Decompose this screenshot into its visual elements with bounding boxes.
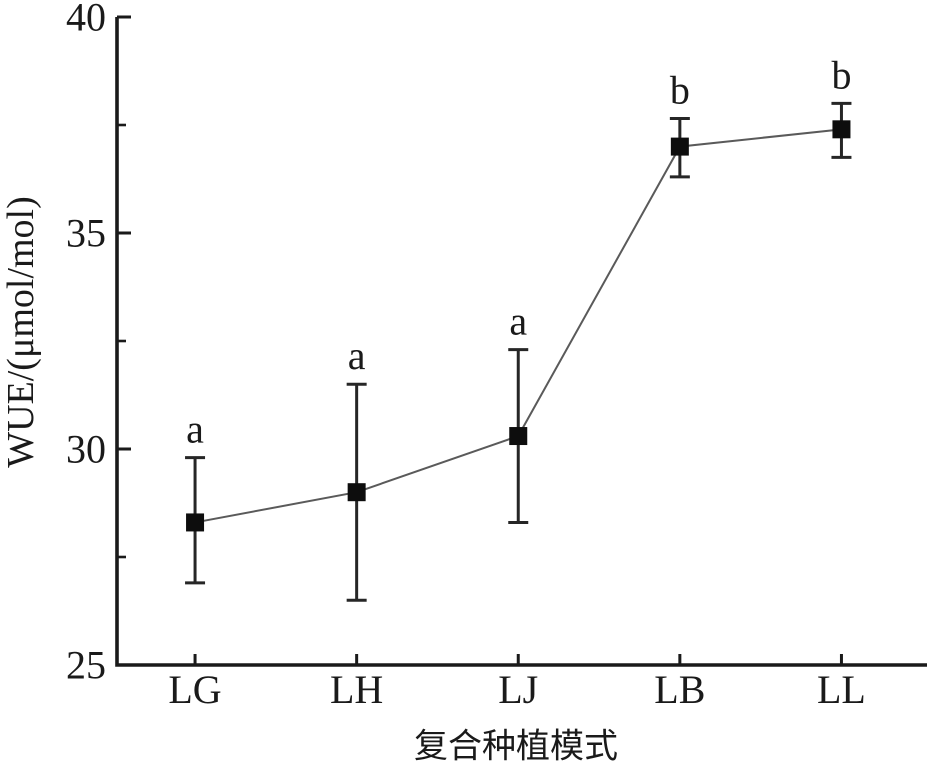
x-axis-title: 复合种植模式 <box>414 728 618 766</box>
significance-letter: a <box>509 299 527 344</box>
significance-letter: a <box>186 407 204 452</box>
data-point-marker <box>670 137 689 156</box>
data-point-marker <box>347 483 366 502</box>
x-category-label: LH <box>330 667 383 712</box>
data-point-marker <box>186 513 205 532</box>
significance-letter: b <box>831 52 851 97</box>
data-point-marker <box>509 427 528 446</box>
x-category-label: LB <box>654 667 705 712</box>
y-tick-label: 35 <box>66 211 106 256</box>
x-category-label: LG <box>168 667 221 712</box>
x-category-label: LL <box>817 667 866 712</box>
y-tick-label: 25 <box>66 643 106 688</box>
significance-letter: a <box>348 333 366 378</box>
significance-letter: b <box>670 68 690 113</box>
y-tick-label: 40 <box>66 0 106 40</box>
y-tick-label: 30 <box>66 427 106 472</box>
data-point-marker <box>832 120 851 139</box>
y-axis-title: WUE/(μmol/mol) <box>0 196 42 468</box>
x-category-label: LJ <box>498 667 538 712</box>
